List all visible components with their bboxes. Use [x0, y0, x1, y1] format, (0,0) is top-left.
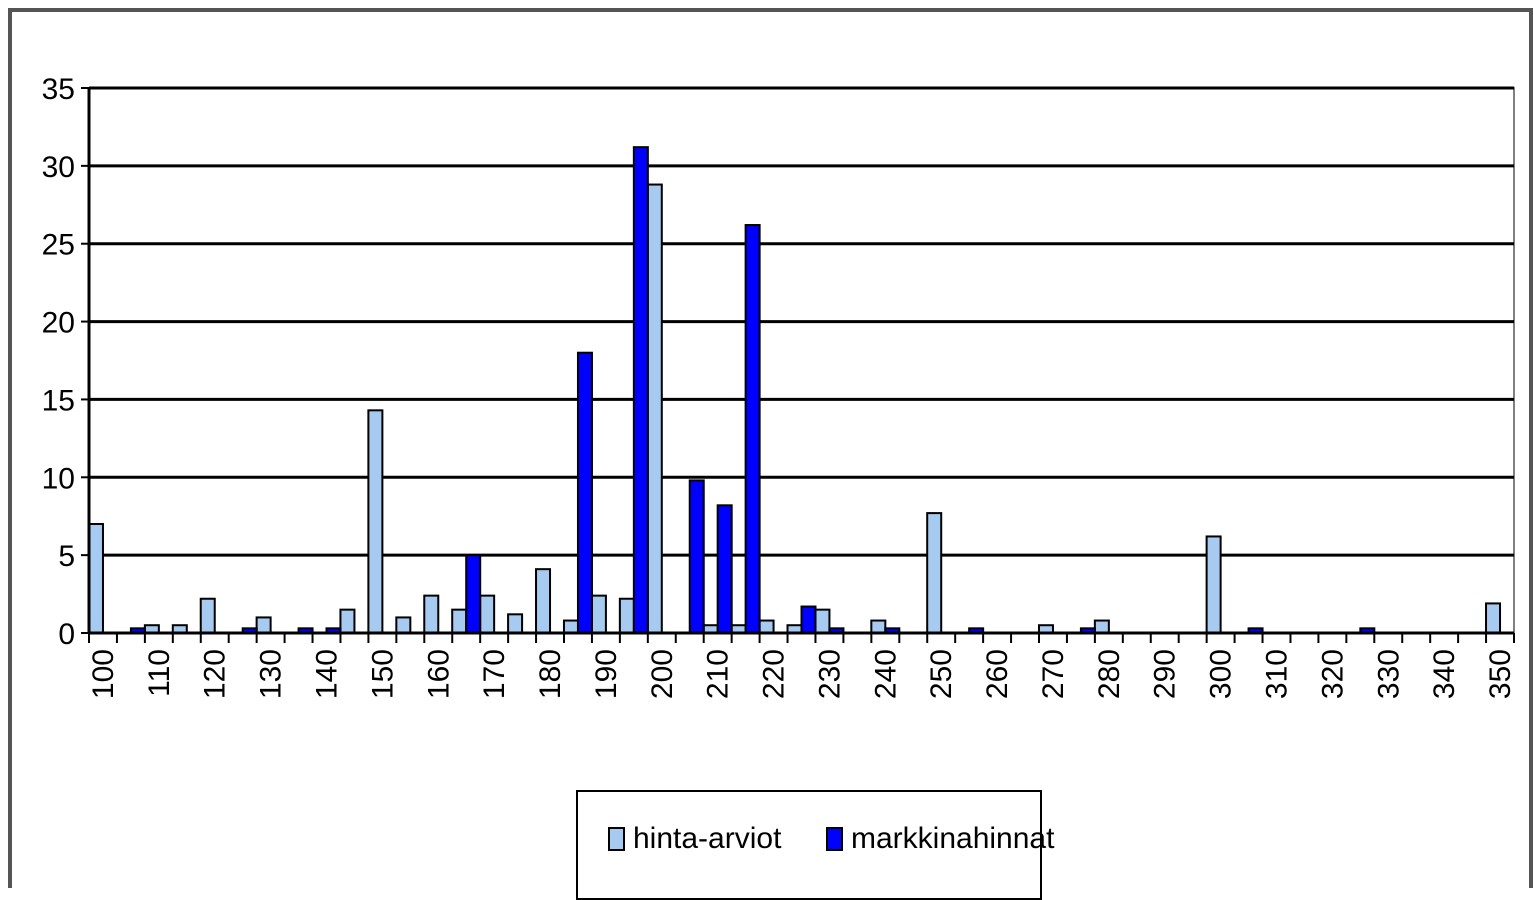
y-tick-label: 30: [42, 151, 75, 184]
x-tick-label: 280: [1093, 649, 1126, 699]
axis-layer: 0 5 10 15 20 25 30 35 100 110 120 130 140 150 160 170 18…: [42, 73, 1517, 699]
x-tick-label: 110: [143, 649, 176, 697]
x-tick-label: 150: [366, 649, 399, 699]
bar-hinta-arviot-185: [562, 619, 579, 634]
legend-entry-hinta-arviot: hinta-arviot: [608, 822, 781, 856]
x-tick-label: 330: [1372, 649, 1405, 699]
x-tick-label: 220: [758, 649, 791, 699]
legend: hinta-arviot markkinahinnat: [576, 790, 1054, 900]
x-tick-label: 140: [311, 649, 344, 699]
bar-hinta-arviot-145: [339, 608, 356, 635]
bar-markkinahinnat-185: [576, 351, 593, 634]
x-tick-label: 340: [1428, 649, 1461, 699]
legend-label-hinta-arviot: hinta-arviot: [633, 822, 782, 855]
bar-hinta-arviot-160: [423, 594, 440, 635]
outer-border: [8, 8, 1533, 892]
bar-markkinahinnat-210: [716, 504, 733, 635]
bar-markkinahinnat-195: [632, 146, 649, 635]
x-tick-label: 240: [869, 649, 902, 699]
bar-hinta-arviot-240: [870, 619, 887, 634]
bars-layer: [87, 146, 1502, 635]
x-tick-label: 190: [590, 649, 623, 699]
bar-markkinahinnat-165: [465, 554, 482, 635]
bar-hinta-arviot-200: [646, 183, 663, 635]
bar-hinta-arviot-165: [451, 608, 468, 635]
bar-hinta-arviot-350: [1485, 602, 1502, 635]
x-tick-label: 180: [534, 649, 567, 699]
bar-hinta-arviot-130: [255, 616, 272, 635]
y-tick-label: 15: [42, 384, 75, 417]
bar-hinta-arviot-300: [1205, 535, 1222, 635]
x-tick-label: 130: [255, 649, 288, 699]
x-tick-label: 350: [1484, 649, 1517, 699]
x-tick-label: 270: [1037, 649, 1070, 699]
x-tick-label: 310: [1261, 649, 1294, 699]
bar-hinta-arviot-170: [479, 594, 496, 635]
x-tick-label: 300: [1205, 649, 1238, 699]
y-tick-label: 5: [58, 540, 75, 573]
x-tick-label: 170: [478, 649, 511, 699]
bar-markkinahinnat-215: [744, 224, 761, 634]
legend-swatch-markkinahinnat: [826, 827, 843, 851]
bar-markkinahinnat-225: [800, 605, 817, 634]
legend-label-markkinahinnat: markkinahinnat: [851, 822, 1055, 855]
legend-entry-markkinahinnat: markkinahinnat: [826, 822, 1054, 856]
bar-hinta-arviot-250: [926, 512, 943, 634]
x-tick-label: 290: [1149, 649, 1182, 699]
bar-hinta-arviot-120: [199, 597, 216, 634]
bar-hinta-arviot-220: [758, 619, 775, 634]
x-tick-label: 120: [199, 649, 232, 699]
x-tick-label: 260: [981, 649, 1014, 699]
y-tick-label: 25: [42, 229, 75, 262]
bar-hinta-arviot-155: [395, 616, 412, 635]
bar-hinta-arviot-190: [590, 594, 607, 635]
x-tick-label: 210: [702, 649, 735, 699]
x-tick-label: 100: [87, 649, 120, 699]
x-tick-label: 230: [813, 649, 846, 699]
x-tick-label: 200: [646, 649, 679, 699]
bar-hinta-arviot-280: [1093, 619, 1110, 634]
x-tick-label: 250: [925, 649, 958, 699]
x-tick-label: 320: [1316, 649, 1349, 699]
bar-hinta-arviot-150: [367, 409, 384, 635]
y-tick-label: 10: [42, 462, 75, 495]
bar-markkinahinnat-205: [688, 479, 705, 634]
x-tick-label: 160: [422, 649, 455, 699]
bar-hinta-arviot-180: [535, 568, 552, 635]
y-tick-label: 35: [42, 73, 75, 106]
bar-hinta-arviot-100: [87, 523, 104, 634]
bar-hinta-arviot-175: [507, 613, 524, 634]
bar-hinta-arviot-230: [814, 608, 831, 635]
y-tick-label: 0: [58, 618, 75, 651]
bar-hinta-arviot-195: [618, 597, 635, 634]
legend-swatch-hinta-arviot: [608, 827, 625, 851]
y-tick-label: 20: [42, 307, 75, 340]
